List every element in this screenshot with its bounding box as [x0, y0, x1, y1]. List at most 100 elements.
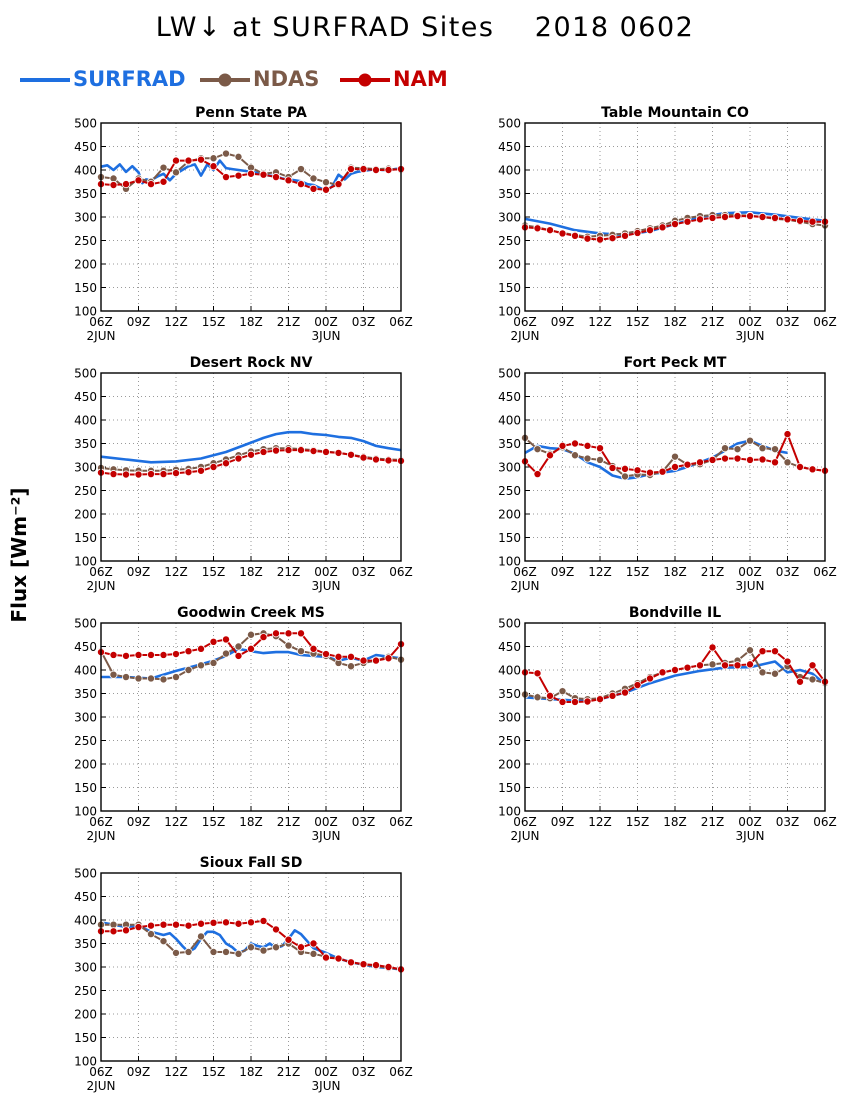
y-tick-label: 250 [74, 484, 97, 498]
y-tick-label: 300 [74, 961, 97, 975]
data-point-ndas [184, 947, 193, 956]
x-tick-label: 09Z [551, 565, 575, 579]
data-point-ndas [808, 675, 817, 684]
legend-label: NAM [393, 67, 448, 91]
data-point-nam [633, 681, 642, 690]
data-point-nam [184, 647, 193, 656]
data-point-nam [796, 677, 805, 686]
x-tick-label: 06Z [813, 565, 837, 579]
data-point-nam [546, 226, 555, 235]
data-point-ndas [196, 661, 205, 670]
y-tick-label: 200 [498, 258, 521, 272]
x-tick-label: 06Z [89, 815, 113, 829]
data-point-ndas [234, 949, 243, 958]
y-tick-label: 150 [74, 1031, 97, 1045]
x-tick-label: 12Z [588, 815, 612, 829]
data-point-nam [696, 458, 705, 467]
data-point-nam [696, 215, 705, 224]
data-point-nam [771, 458, 780, 467]
data-point-nam [146, 180, 155, 189]
data-point-nam [708, 455, 717, 464]
data-point-ndas [221, 947, 230, 956]
y-tick-label: 100 [498, 305, 521, 319]
panel-title: Bondville IL [629, 605, 721, 621]
data-point-nam [309, 184, 318, 193]
y-tick-label: 350 [74, 687, 97, 701]
data-point-nam [371, 961, 380, 970]
x-tick-label: 12Z [164, 315, 188, 329]
x-tick-label: 00Z [314, 815, 338, 829]
data-point-ndas [284, 641, 293, 650]
plot-frame [524, 622, 826, 812]
data-point-ndas [771, 445, 780, 454]
y-tick-label: 350 [74, 187, 97, 201]
y-tick-label: 150 [498, 281, 521, 295]
data-point-nam [721, 212, 730, 221]
plot-frame [524, 122, 826, 312]
y-tick-label: 200 [498, 758, 521, 772]
data-point-nam [346, 450, 355, 459]
data-point-nam [334, 448, 343, 457]
data-point-nam [246, 644, 255, 653]
y-tick-label: 500 [498, 117, 521, 131]
data-point-nam [796, 462, 805, 471]
data-point-ndas [746, 646, 755, 655]
x-tick-label: 21Z [701, 815, 725, 829]
x-tick-label: 18Z [239, 315, 263, 329]
data-point-nam [533, 470, 542, 479]
x-tick-label: 03Z [776, 815, 800, 829]
y-tick-label: 150 [498, 781, 521, 795]
data-point-nam [658, 668, 667, 677]
data-point-ndas [733, 445, 742, 454]
legend-swatch [20, 78, 70, 82]
x-tick-label: 03Z [352, 815, 376, 829]
panel-title: Sioux Fall SD [200, 855, 303, 871]
data-point-nam [671, 462, 680, 471]
data-point-nam [221, 173, 230, 182]
data-point-nam [683, 663, 692, 672]
data-point-nam [109, 181, 118, 190]
data-point-nam [371, 455, 380, 464]
y-tick-label: 100 [498, 555, 521, 569]
x-tick-label: 06Z [389, 1065, 413, 1079]
data-point-ndas [583, 454, 592, 463]
data-point-ndas [109, 920, 118, 929]
data-point-nam [583, 441, 592, 450]
x-date-label: 3JUN [736, 579, 765, 593]
data-point-nam [296, 629, 305, 638]
data-point-nam [171, 469, 180, 478]
data-point-nam [134, 176, 143, 185]
y-tick-label: 200 [74, 258, 97, 272]
x-tick-label: 12Z [164, 565, 188, 579]
x-tick-label: 15Z [202, 1065, 226, 1079]
plot-frame [524, 372, 826, 562]
x-tick-label: 06Z [513, 815, 537, 829]
panel-title: Penn State PA [195, 105, 307, 121]
x-tick-label: 06Z [813, 815, 837, 829]
data-point-nam [359, 960, 368, 969]
data-point-nam [234, 454, 243, 463]
data-point-nam [309, 447, 318, 456]
x-tick-label: 18Z [239, 1065, 263, 1079]
x-tick-label: 03Z [352, 565, 376, 579]
y-tick-label: 500 [74, 117, 97, 131]
data-point-nam [246, 169, 255, 178]
data-point-ndas [159, 163, 168, 172]
data-point-nam [783, 215, 792, 224]
data-point-nam [733, 661, 742, 670]
data-point-nam [334, 652, 343, 661]
x-tick-label: 06Z [389, 315, 413, 329]
data-point-nam [583, 697, 592, 706]
data-point-nam [608, 234, 617, 243]
y-tick-label: 300 [498, 461, 521, 475]
x-tick-label: 12Z [164, 1065, 188, 1079]
data-point-nam [259, 170, 268, 179]
data-point-ndas [246, 943, 255, 952]
data-point-nam [346, 165, 355, 174]
x-tick-label: 06Z [513, 315, 537, 329]
y-tick-label: 150 [74, 531, 97, 545]
data-point-ndas [196, 932, 205, 941]
data-point-nam [109, 470, 118, 479]
